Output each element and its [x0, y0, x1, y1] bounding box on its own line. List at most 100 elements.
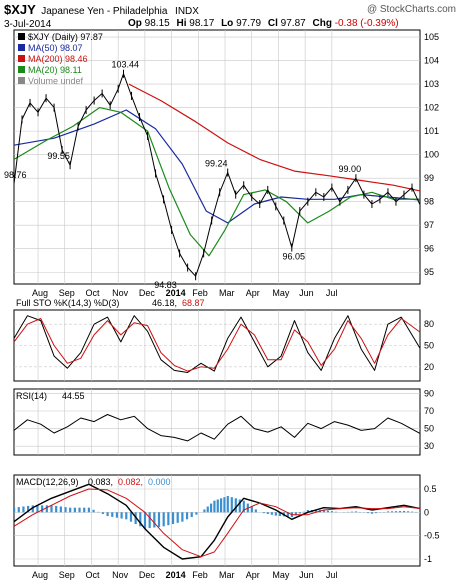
- y-tick-label: 0: [424, 507, 429, 517]
- sto-k-value: 46.18,: [152, 298, 177, 308]
- price-annotation: 98.76: [4, 170, 27, 180]
- month-label: Feb: [192, 570, 208, 580]
- macd-hist-bar: [59, 506, 62, 513]
- ma20-line: [13, 106, 421, 257]
- price-annotation: 96.05: [282, 252, 305, 262]
- macd-hist-bar: [36, 505, 39, 513]
- macd-hist-bar: [334, 511, 338, 513]
- y-tick-label: 80: [424, 319, 434, 329]
- macd-hist-bar: [402, 510, 406, 513]
- legend-entry: MA(50) 98.07: [28, 43, 83, 53]
- legend-swatch: [18, 44, 25, 51]
- exchange-label: INDX: [175, 6, 199, 17]
- macd-hist-bar: [120, 512, 123, 519]
- macd-hist-bar: [45, 505, 48, 513]
- month-label: Apr: [246, 570, 260, 580]
- legend-swatch: [18, 66, 25, 73]
- month-label: Aug: [32, 570, 48, 580]
- month-label: Sep: [59, 570, 75, 580]
- macd-hist-bar: [190, 512, 193, 517]
- macd-hist-bar: [129, 512, 133, 522]
- y-tick-label: -0.5: [424, 531, 440, 541]
- macd-hist-bar: [167, 512, 170, 526]
- macd-signal-line: [13, 488, 421, 558]
- ma200-line: [128, 83, 421, 192]
- macd-value: 0.083,: [88, 477, 113, 487]
- macd-hist-bar: [216, 499, 219, 513]
- month-label: Jul: [326, 288, 338, 298]
- cl-label: Cl: [267, 18, 278, 29]
- macd-hist-bar: [270, 512, 273, 515]
- macd-hist-bar: [83, 507, 86, 513]
- legend-swatch: [18, 33, 25, 40]
- y-tick-label: 50: [424, 424, 434, 434]
- macd-hist-bar: [238, 499, 241, 513]
- macd-hist-bar: [262, 512, 265, 514]
- macd-hist-bar: [162, 512, 165, 527]
- macd-hist-bar: [17, 507, 20, 513]
- macd-hist-bar: [274, 512, 277, 516]
- legend-entry: $XJY (Daily) 97.87: [28, 32, 103, 42]
- sto-k-line: [13, 315, 421, 373]
- date-label: 3-Jul-2014: [4, 19, 52, 30]
- y-tick-label: 0.5: [424, 484, 437, 494]
- macd-hist-bar: [278, 512, 281, 516]
- month-label: May: [272, 570, 290, 580]
- macd-hist-bar: [394, 511, 398, 513]
- macd-line: [13, 483, 421, 560]
- month-label: Jun: [299, 570, 314, 580]
- macd-hist-bar: [314, 510, 318, 513]
- month-label: Mar: [219, 288, 235, 298]
- macd-hist-bar: [374, 512, 378, 514]
- macd-hist-bar: [101, 512, 105, 514]
- macd-hist-bar: [27, 505, 30, 513]
- macd-hist-bar: [181, 512, 184, 522]
- macd-hist-bar: [13, 507, 16, 513]
- cl-value: 97.87: [280, 18, 306, 29]
- y-tick-label: 95: [424, 267, 434, 277]
- price-annotation: 99.00: [339, 164, 362, 174]
- month-label: Oct: [85, 288, 100, 298]
- month-label: Dec: [139, 288, 156, 298]
- macd-hist-bar: [406, 511, 410, 513]
- symbol-title: $XJY Japanese Yen - Philadelphia INDX: [4, 2, 199, 17]
- chg-value: -0.38 (-0.39%): [334, 18, 399, 29]
- macd-hist-bar: [286, 512, 289, 517]
- macd-hist-bar: [206, 506, 209, 513]
- y-tick-label: 101: [424, 126, 439, 136]
- macd-signal-value: 0.082,: [118, 477, 143, 487]
- month-label: Apr: [246, 288, 260, 298]
- month-label: Oct: [85, 570, 100, 580]
- macd-hist-bar: [266, 512, 269, 514]
- month-label: Feb: [192, 288, 208, 298]
- month-label: May: [272, 288, 290, 298]
- price-annotation: 94.83: [154, 280, 177, 290]
- macd-hist-bar: [330, 511, 334, 513]
- macd-hist-bar: [209, 503, 213, 513]
- y-tick-label: 103: [424, 79, 439, 89]
- macd-hist-bar: [370, 512, 374, 514]
- macd-hist-bar: [125, 512, 128, 520]
- sto-label: Full STO %K(14,3) %D(3): [16, 298, 119, 308]
- ohlc-readout: Op 98.15 Hi 98.17 Lo 97.79 Cl 97.87 Chg …: [128, 18, 399, 29]
- macd-hist-bar: [153, 512, 156, 528]
- month-label: 2014: [166, 288, 186, 298]
- macd-hist-bar: [185, 512, 189, 520]
- sto-d-value: 68.87: [182, 298, 205, 308]
- y-tick-label: 104: [424, 56, 439, 66]
- macd-hist-bar: [234, 498, 237, 513]
- y-tick-label: 98: [424, 197, 434, 207]
- macd-hist-bar: [302, 511, 306, 513]
- macd-hist-bar: [354, 511, 358, 513]
- hi-value: 98.17: [189, 18, 215, 29]
- y-tick-label: 50: [424, 341, 434, 351]
- panel-frame: [13, 388, 421, 456]
- macd-hist-bar: [213, 500, 216, 513]
- price-annotation: 103.44: [112, 60, 140, 70]
- y-tick-label: 90: [424, 388, 434, 398]
- rsi-value: 44.55: [62, 391, 85, 401]
- macd-hist-bar: [230, 497, 233, 513]
- macd-hist-bar: [203, 509, 206, 513]
- y-tick-label: 20: [424, 362, 434, 372]
